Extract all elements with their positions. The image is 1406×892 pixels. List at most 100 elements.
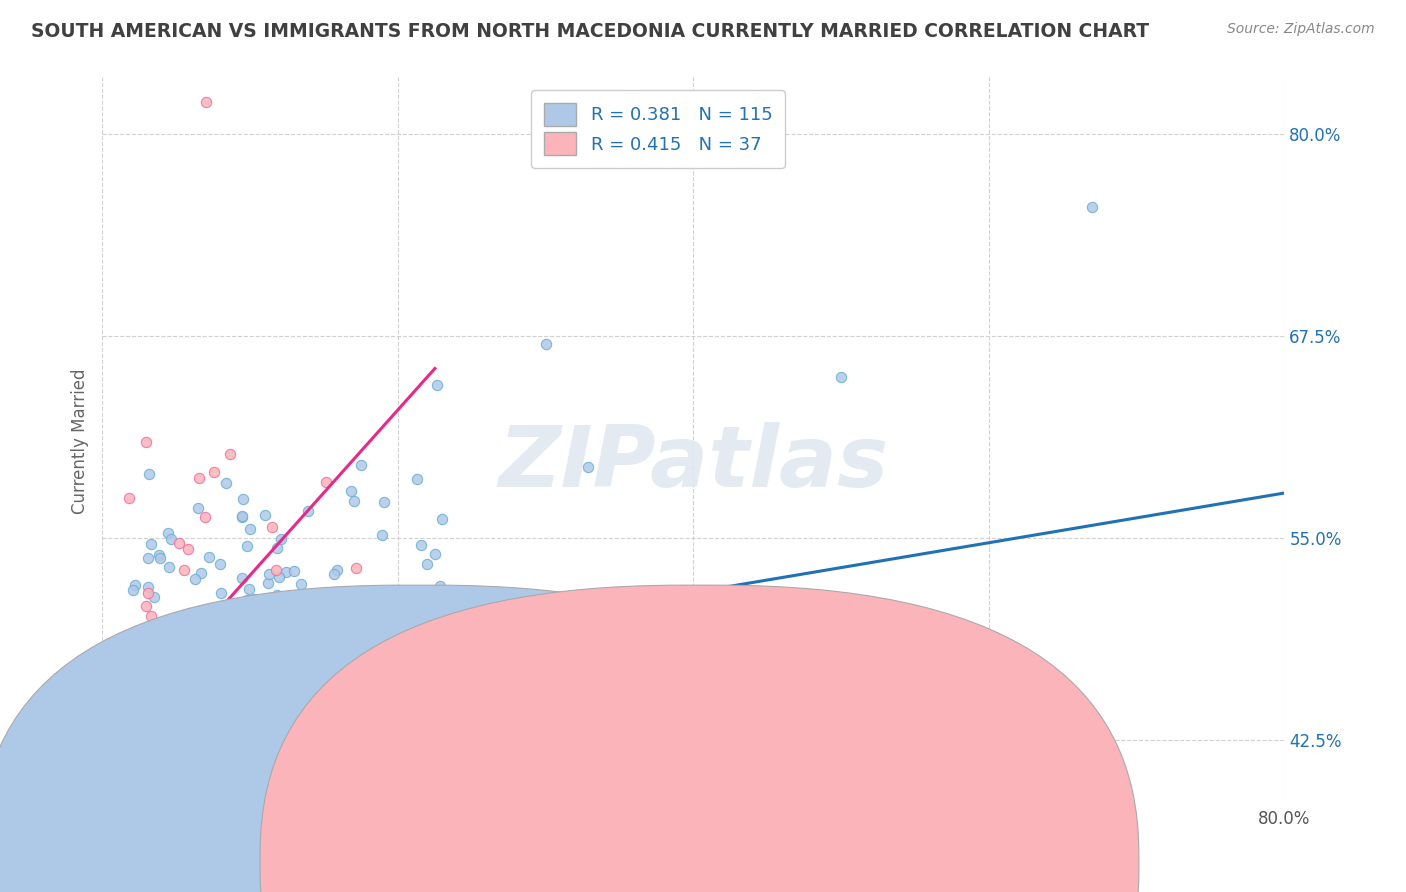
- Point: [226, 749, 249, 764]
- Point: [231, 509, 253, 524]
- Point: [173, 563, 195, 577]
- Point: [266, 588, 288, 602]
- Point: [364, 642, 387, 657]
- Point: [121, 733, 143, 747]
- Point: [180, 656, 202, 670]
- Point: [315, 731, 337, 746]
- Point: [135, 599, 157, 614]
- Point: [426, 377, 449, 392]
- Point: [429, 579, 451, 593]
- Point: [290, 577, 312, 591]
- Point: [152, 635, 174, 649]
- Point: [269, 570, 291, 584]
- Point: [148, 715, 170, 730]
- Point: [277, 773, 299, 788]
- Point: [179, 742, 201, 756]
- Point: [160, 532, 183, 546]
- Point: [416, 557, 439, 571]
- Point: [143, 624, 166, 639]
- Point: [246, 658, 269, 673]
- Point: [316, 598, 339, 612]
- Point: [232, 491, 254, 506]
- Point: [243, 591, 266, 606]
- Point: [350, 458, 373, 472]
- Point: [326, 650, 349, 665]
- Point: [384, 640, 406, 654]
- Point: [165, 641, 187, 656]
- Point: [270, 532, 292, 546]
- Point: [231, 632, 253, 646]
- Text: ZIPatlas: ZIPatlas: [498, 422, 889, 505]
- Point: [211, 739, 233, 753]
- Point: [118, 491, 141, 505]
- Point: [247, 624, 270, 639]
- Point: [367, 584, 389, 599]
- Point: [184, 572, 207, 586]
- Point: [287, 747, 309, 761]
- Point: [208, 658, 231, 673]
- Point: [131, 655, 153, 669]
- Point: [256, 576, 278, 591]
- Point: [402, 590, 425, 604]
- Point: [187, 501, 209, 516]
- Point: [326, 563, 349, 577]
- Point: [264, 688, 287, 702]
- Point: [219, 447, 242, 461]
- Point: [343, 494, 366, 508]
- Point: [148, 548, 170, 562]
- Point: [149, 551, 172, 566]
- Point: [184, 606, 207, 620]
- Point: [167, 618, 190, 632]
- Point: [236, 539, 259, 553]
- Point: [190, 566, 212, 581]
- Point: [297, 504, 319, 518]
- Legend: R = 0.381   N = 115, R = 0.415   N = 37: R = 0.381 N = 115, R = 0.415 N = 37: [531, 90, 785, 168]
- Point: [576, 459, 599, 474]
- Point: [363, 659, 385, 673]
- Point: [138, 467, 160, 482]
- Point: [423, 547, 446, 561]
- Point: [429, 690, 451, 705]
- Text: SOUTH AMERICAN VS IMMIGRANTS FROM NORTH MACEDONIA CURRENTLY MARRIED CORRELATION : SOUTH AMERICAN VS IMMIGRANTS FROM NORTH …: [31, 22, 1149, 41]
- Point: [225, 673, 247, 687]
- Point: [276, 566, 298, 580]
- Point: [180, 717, 202, 731]
- Point: [242, 672, 264, 686]
- Point: [167, 536, 190, 550]
- Point: [191, 619, 214, 633]
- Point: [304, 663, 326, 677]
- Point: [322, 566, 344, 581]
- Point: [170, 703, 193, 717]
- Point: [240, 667, 263, 681]
- Point: [177, 541, 200, 556]
- Point: [395, 624, 418, 639]
- Point: [409, 539, 432, 553]
- Point: [183, 650, 205, 665]
- Point: [124, 578, 146, 592]
- Point: [283, 564, 305, 578]
- Point: [194, 95, 217, 109]
- Point: [373, 494, 395, 508]
- Y-axis label: Currently Married: Currently Married: [72, 368, 89, 514]
- Point: [212, 690, 235, 704]
- Point: [252, 688, 274, 702]
- Text: Immigrants from North Macedonia: Immigrants from North Macedonia: [724, 854, 1010, 871]
- Point: [159, 560, 181, 574]
- Point: [226, 654, 249, 668]
- Point: [122, 733, 145, 747]
- Point: [172, 680, 194, 694]
- Point: [236, 592, 259, 607]
- Point: [239, 749, 262, 764]
- Point: [136, 550, 159, 565]
- Point: [193, 674, 215, 689]
- Point: [433, 586, 456, 600]
- Point: [157, 525, 180, 540]
- Point: [231, 510, 253, 524]
- Point: [120, 652, 142, 666]
- Point: [239, 522, 262, 536]
- Point: [245, 724, 267, 739]
- Point: [250, 626, 273, 640]
- Point: [830, 369, 852, 384]
- Point: [143, 590, 166, 604]
- Point: [374, 605, 396, 619]
